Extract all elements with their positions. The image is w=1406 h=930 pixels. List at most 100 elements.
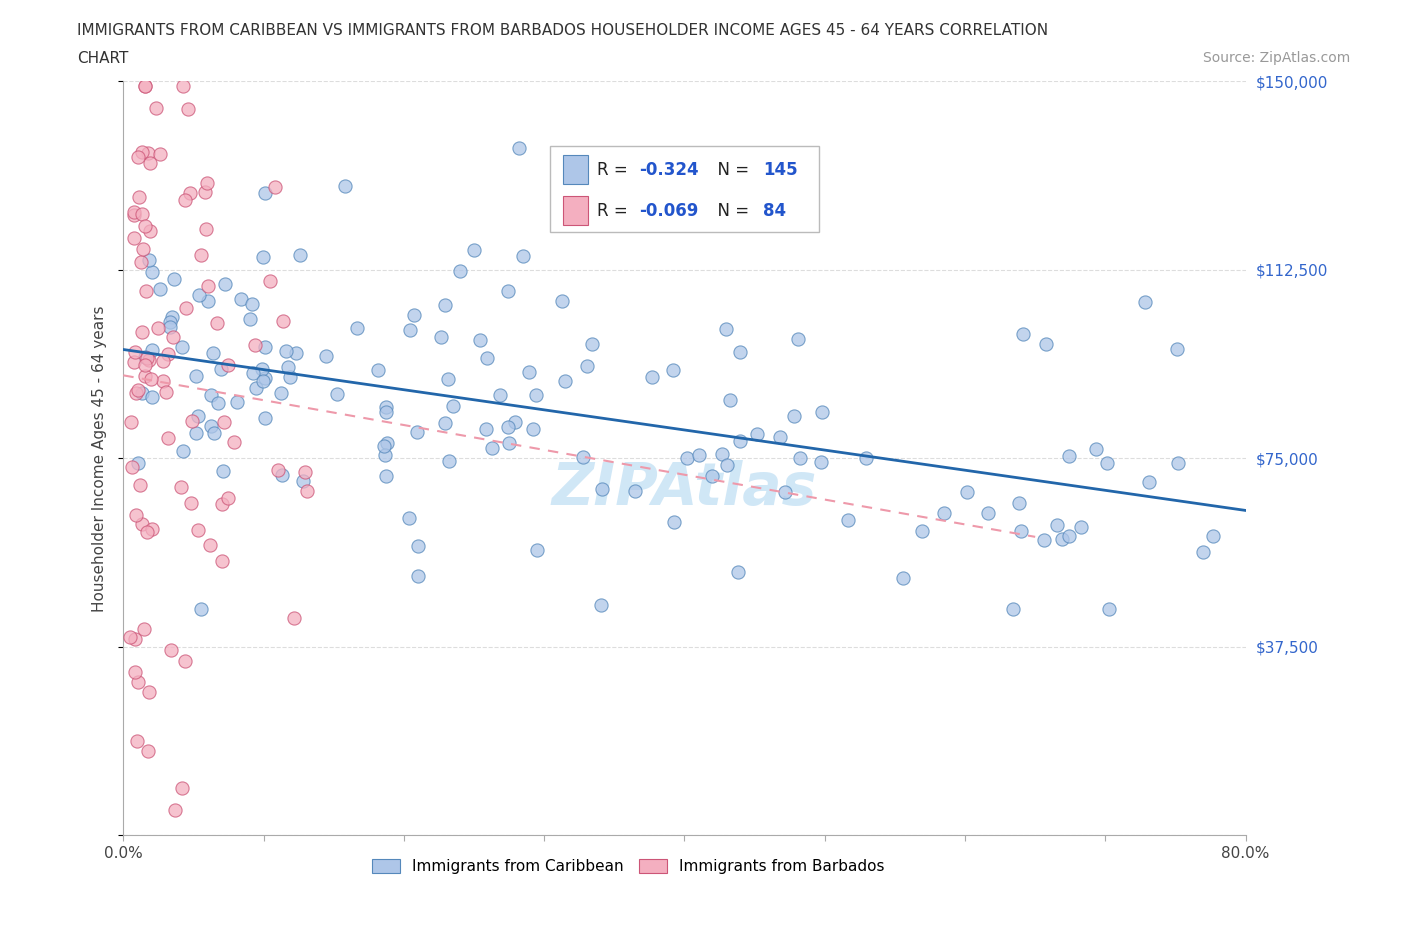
Point <box>125 386 148 401</box>
Y-axis label: Householder Income Ages 45 - 64 years: Householder Income Ages 45 - 64 years <box>93 305 107 612</box>
Point <box>124 631 146 646</box>
Point <box>1084 442 1107 457</box>
Point <box>267 462 290 477</box>
Point <box>1098 602 1121 617</box>
Point <box>1035 336 1057 351</box>
Point <box>252 374 274 389</box>
Point <box>129 255 152 270</box>
Point <box>489 387 512 402</box>
Point <box>292 473 315 488</box>
Point <box>152 374 174 389</box>
Point <box>173 193 195 207</box>
Point <box>496 419 519 434</box>
Point <box>202 425 225 440</box>
Point <box>278 369 301 384</box>
Point <box>408 538 430 553</box>
Point <box>1133 295 1156 310</box>
Point <box>184 368 207 383</box>
Point <box>145 100 167 115</box>
Point <box>811 405 834 419</box>
Point <box>700 468 723 483</box>
Point <box>201 346 224 361</box>
Point <box>283 610 305 625</box>
Text: 84: 84 <box>763 202 786 219</box>
Point <box>134 219 156 233</box>
Point <box>122 354 145 369</box>
Point <box>477 350 499 365</box>
Point <box>141 522 163 537</box>
Point <box>405 425 427 440</box>
Point <box>676 451 699 466</box>
Point <box>551 294 574 309</box>
Point <box>295 484 318 498</box>
Point <box>259 273 281 288</box>
Point <box>728 344 751 359</box>
Point <box>162 329 184 344</box>
Point <box>131 145 153 160</box>
Point <box>1046 518 1069 533</box>
Point <box>285 346 308 361</box>
Point <box>1059 448 1081 463</box>
Point <box>214 276 236 291</box>
Point <box>152 353 174 368</box>
Point <box>254 186 277 201</box>
Point <box>508 140 530 155</box>
Point <box>120 415 142 430</box>
Point <box>127 383 149 398</box>
Point <box>124 344 146 359</box>
Text: R =: R = <box>598 161 633 179</box>
Point <box>195 176 218 191</box>
Point <box>200 387 222 402</box>
Point <box>174 301 197 316</box>
Point <box>148 321 170 336</box>
Point <box>224 434 246 449</box>
Point <box>127 150 149 165</box>
Point <box>437 372 460 387</box>
Point <box>135 351 157 365</box>
Point <box>127 675 149 690</box>
Point <box>229 292 252 307</box>
Point <box>242 365 264 380</box>
Point <box>503 415 526 430</box>
Point <box>581 337 603 352</box>
Point <box>157 346 180 361</box>
Point <box>367 363 389 378</box>
Point <box>855 450 877 465</box>
FancyBboxPatch shape <box>564 196 588 225</box>
Point <box>155 384 177 399</box>
Point <box>716 458 738 472</box>
Point <box>125 734 148 749</box>
Point <box>254 339 277 354</box>
Point <box>934 505 956 520</box>
Point <box>172 79 194 94</box>
Point <box>162 272 184 286</box>
Point <box>270 385 292 400</box>
Point <box>194 185 217 200</box>
Point <box>375 435 398 450</box>
Point <box>141 343 163 358</box>
Point <box>159 320 181 335</box>
Point <box>200 419 222 434</box>
Point <box>1095 455 1118 470</box>
Point <box>253 370 276 385</box>
Legend: Immigrants from Caribbean, Immigrants from Barbados: Immigrants from Caribbean, Immigrants fr… <box>367 853 890 881</box>
Point <box>225 394 247 409</box>
Point <box>138 352 160 367</box>
Point <box>217 491 239 506</box>
Point <box>217 358 239 373</box>
Point <box>375 405 398 419</box>
Point <box>773 485 796 499</box>
Point <box>589 598 612 613</box>
FancyBboxPatch shape <box>550 145 820 232</box>
Point <box>346 320 368 335</box>
Point <box>554 373 576 388</box>
Point <box>463 243 485 258</box>
Point <box>398 511 420 525</box>
Point <box>688 447 710 462</box>
Point <box>181 414 204 429</box>
Point <box>197 293 219 308</box>
Text: ZIPAtlas: ZIPAtlas <box>551 460 817 517</box>
Point <box>837 512 859 527</box>
Point <box>128 189 150 204</box>
Point <box>187 408 209 423</box>
